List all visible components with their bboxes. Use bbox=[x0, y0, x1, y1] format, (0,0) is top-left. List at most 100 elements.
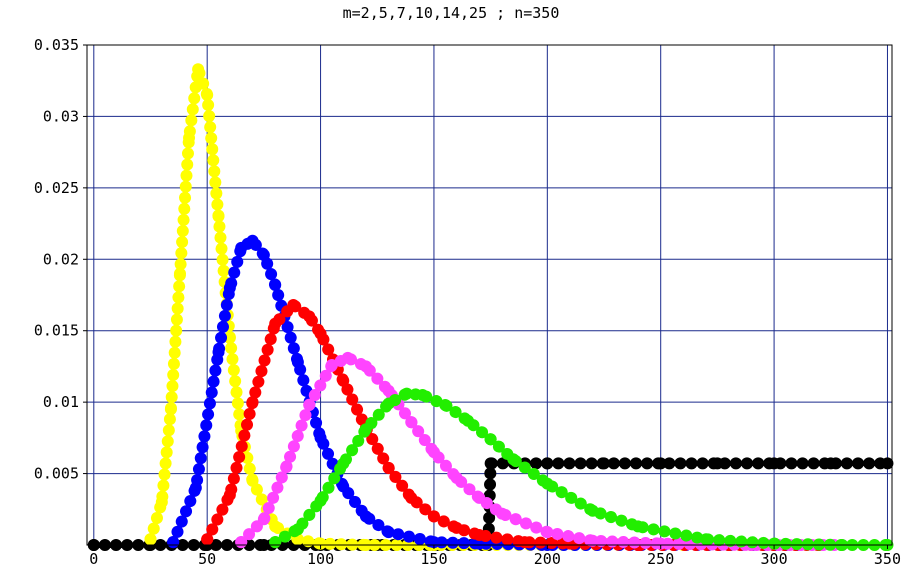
data-point bbox=[484, 457, 497, 470]
data-point bbox=[223, 489, 236, 501]
data-point bbox=[461, 414, 474, 427]
y-tick-label: 0.035 bbox=[34, 36, 79, 54]
data-point bbox=[314, 327, 327, 340]
data-point bbox=[337, 374, 350, 387]
data-point bbox=[192, 63, 205, 76]
data-point bbox=[473, 491, 486, 504]
data-point bbox=[246, 396, 259, 409]
data-point bbox=[473, 529, 486, 541]
series-line-4 bbox=[235, 351, 849, 551]
data-point bbox=[257, 249, 270, 261]
data-point bbox=[541, 526, 554, 539]
data-point bbox=[257, 513, 270, 526]
data-point bbox=[235, 536, 248, 549]
data-point bbox=[427, 510, 440, 523]
data-point bbox=[144, 533, 157, 546]
x-tick-label: 50 bbox=[198, 550, 216, 568]
data-point bbox=[450, 471, 463, 484]
y-tick-label: 0.02 bbox=[43, 250, 79, 268]
data-point bbox=[183, 131, 196, 144]
data-point bbox=[155, 496, 168, 509]
x-tick-label: 100 bbox=[307, 550, 334, 568]
data-point bbox=[400, 387, 413, 400]
data-point bbox=[382, 384, 395, 397]
data-point bbox=[325, 359, 338, 371]
y-tick-label: 0.03 bbox=[43, 107, 79, 125]
data-point bbox=[439, 399, 452, 411]
data-point bbox=[450, 521, 463, 534]
data-point bbox=[269, 520, 282, 533]
x-tick-label: 150 bbox=[420, 550, 447, 568]
plot-frame bbox=[86, 44, 893, 546]
data-point bbox=[382, 526, 395, 539]
data-point bbox=[189, 481, 202, 494]
y-tick-label: 0.01 bbox=[43, 393, 79, 411]
data-point bbox=[269, 317, 282, 330]
data-point bbox=[314, 431, 327, 444]
chart-title: m=2,5,7,10,14,25 ; n=350 bbox=[342, 4, 560, 22]
data-point bbox=[212, 210, 225, 223]
data-point bbox=[632, 520, 645, 533]
y-tick-label: 0.005 bbox=[34, 465, 79, 483]
data-point bbox=[586, 504, 599, 517]
data-point bbox=[223, 281, 236, 294]
data-point bbox=[164, 403, 177, 416]
data-point bbox=[881, 457, 894, 470]
data-point bbox=[359, 510, 372, 523]
data-point bbox=[654, 537, 667, 550]
data-point bbox=[541, 477, 554, 490]
data-point bbox=[337, 480, 350, 493]
data-point bbox=[654, 457, 667, 470]
data-point bbox=[173, 267, 186, 280]
data-point bbox=[246, 234, 259, 247]
x-tick-label: 250 bbox=[647, 550, 674, 568]
data-point bbox=[314, 537, 327, 550]
x-tick-label: 300 bbox=[761, 550, 788, 568]
data-point bbox=[586, 534, 599, 547]
data-point bbox=[711, 457, 724, 470]
data-point bbox=[212, 346, 225, 359]
data-point bbox=[598, 457, 611, 470]
y-tick-label: 0.015 bbox=[34, 322, 79, 340]
data-point bbox=[700, 533, 713, 546]
data-point bbox=[291, 356, 304, 369]
data-point bbox=[246, 474, 259, 487]
data-point bbox=[768, 457, 781, 470]
x-tick-label: 350 bbox=[874, 550, 901, 568]
data-point bbox=[167, 536, 180, 549]
data-point bbox=[507, 453, 520, 466]
data-point bbox=[359, 360, 372, 373]
data-point bbox=[314, 494, 327, 507]
data-point bbox=[405, 416, 418, 429]
y-tick-label: 0.025 bbox=[34, 179, 79, 197]
data-point bbox=[337, 457, 350, 470]
axis-ticks: 0 50 100 150 200 250 300 350 0.005 0.01 0.015 0.02 0… bbox=[34, 36, 901, 568]
data-point bbox=[303, 310, 316, 323]
data-point bbox=[341, 351, 354, 364]
data-point bbox=[303, 399, 316, 411]
data-point bbox=[269, 279, 282, 291]
data-point bbox=[824, 457, 837, 470]
data-point bbox=[280, 460, 293, 473]
x-tick-label: 200 bbox=[534, 550, 561, 568]
data-point bbox=[768, 537, 781, 550]
data-point bbox=[495, 507, 508, 520]
data-point bbox=[405, 491, 418, 504]
data-point bbox=[484, 433, 497, 446]
data-point bbox=[223, 331, 236, 344]
data-point bbox=[416, 389, 429, 401]
data-point bbox=[427, 446, 440, 459]
data-point bbox=[359, 423, 372, 436]
data-point bbox=[201, 533, 214, 546]
data-point bbox=[291, 523, 304, 536]
data-point bbox=[201, 89, 214, 101]
data-point bbox=[382, 397, 395, 410]
data-point bbox=[541, 457, 554, 470]
data-point bbox=[518, 536, 531, 549]
data-point bbox=[382, 461, 395, 474]
x-tick-label: 0 bbox=[89, 550, 98, 568]
data-series bbox=[87, 63, 894, 551]
data-point bbox=[235, 241, 248, 254]
data-point bbox=[287, 299, 300, 311]
